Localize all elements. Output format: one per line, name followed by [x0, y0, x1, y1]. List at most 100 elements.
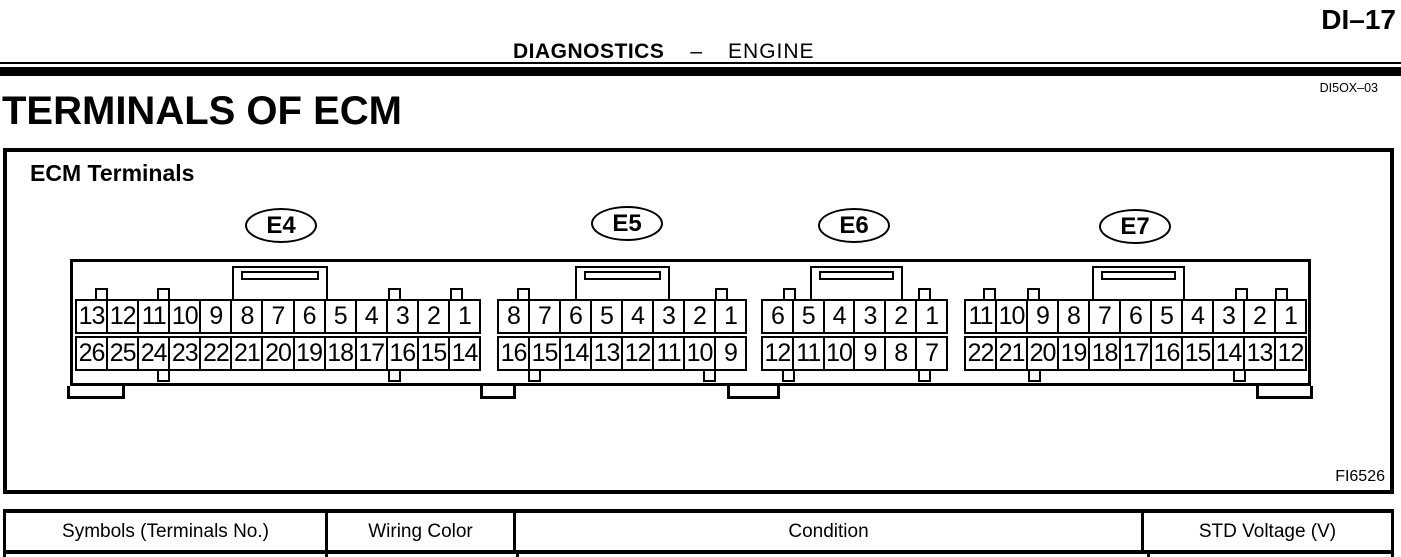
pin-cell-e6-2: 2: [884, 301, 915, 332]
pin-cell-e7-18: 18: [1088, 338, 1119, 369]
pin-cell-e7-15: 15: [1181, 338, 1212, 369]
pin-cell-e7-12: 12: [1274, 338, 1305, 369]
pin-bump-bottom: [703, 371, 716, 382]
pin-cell-e7-14: 14: [1212, 338, 1243, 369]
terminals-table: Symbols (Terminals No.) Wiring Color Con…: [3, 509, 1394, 554]
figure-code: FI6526: [1335, 468, 1385, 485]
pin-cell-e4-19: 19: [292, 338, 324, 369]
diagram-caption: ECM Terminals: [30, 160, 195, 186]
table-divider-stub: [3, 554, 6, 557]
pin-bump-top: [517, 288, 530, 299]
pin-cell-e5-15: 15: [528, 338, 559, 369]
pin-row-e7-top: 11 10 9 8 7 6 5 4 3 2 1: [964, 299, 1307, 334]
table-divider-stub: [325, 554, 328, 557]
pin-cell-e4-13: 13: [78, 302, 106, 330]
latch-inner-bar: [1101, 271, 1176, 280]
pin-cell-e5-4: 4: [621, 301, 652, 332]
pin-cell-e7-21: 21: [995, 338, 1026, 369]
pin-cell-e7-5: 5: [1150, 301, 1181, 332]
pin-cell-e6-1: 1: [915, 301, 946, 332]
pin-cell-e5-10: 10: [683, 338, 714, 369]
pin-cell-e5-11: 11: [652, 338, 683, 369]
pin-cell-e5-3: 3: [652, 301, 683, 332]
header-section: DIAGNOSTICS: [513, 40, 665, 63]
pin-cell-e7-22: 22: [967, 339, 995, 367]
header-dash: –: [690, 40, 703, 63]
pin-cell-e4-26: 26: [78, 339, 106, 367]
pin-cell-e4-25: 25: [106, 338, 137, 369]
pin-bump-top: [1027, 288, 1040, 299]
pin-cell-e7-20: 20: [1026, 338, 1057, 369]
pin-row-e4-top: 13 12 11 10 9 8 7 6 5 4 3 2 1: [75, 299, 481, 334]
pin-bump-top: [715, 288, 728, 299]
pin-bump-bottom: [1028, 371, 1041, 382]
header-thick-rule: [0, 67, 1401, 76]
pin-cell-e4-14: 14: [447, 338, 479, 369]
pin-cell-e4-6: 6: [292, 301, 324, 332]
pin-cell-e6-10: 10: [822, 338, 854, 369]
pin-cell-e7-1: 1: [1274, 301, 1305, 332]
pin-bump-bottom: [157, 371, 170, 382]
pin-bump-top: [1275, 288, 1288, 299]
pin-cell-e7-17: 17: [1119, 338, 1150, 369]
pin-cell-e5-8: 8: [507, 302, 521, 330]
pin-cell-e4-23: 23: [168, 338, 199, 369]
pin-bump-top: [783, 288, 796, 299]
pin-cell-e5-1: 1: [714, 301, 745, 332]
pin-cell-e4-11: 11: [137, 301, 168, 332]
page-number: DI–17: [1321, 4, 1396, 35]
pin-bump-top: [983, 288, 996, 299]
pin-cell-e7-4: 4: [1181, 301, 1212, 332]
table-divider-stub: [1147, 554, 1150, 557]
housing-foot: [727, 386, 780, 399]
pin-bump-bottom: [1233, 371, 1246, 382]
table-divider-stub: [516, 554, 519, 557]
pin-cell-e4-10: 10: [168, 301, 199, 332]
pin-row-e7-bottom: 22 21 20 19 18 17 16 15 14 13 12: [964, 336, 1307, 371]
pin-cell-e6-9: 9: [853, 338, 884, 369]
header-thin-rule: [0, 62, 1401, 64]
pin-cell-e4-8: 8: [230, 301, 261, 332]
housing-foot: [67, 386, 125, 399]
pin-cell-e6-5: 5: [791, 301, 823, 332]
pin-cell-e7-10: 10: [995, 301, 1026, 332]
pin-cell-e4-21: 21: [230, 338, 261, 369]
pin-bump-bottom: [528, 371, 541, 382]
table-divider-stub: [1391, 554, 1394, 557]
table-header-condition: Condition: [513, 513, 1141, 550]
pin-cell-e6-6: 6: [770, 302, 785, 330]
table-header-wiring-color: Wiring Color: [325, 513, 513, 550]
housing-foot: [480, 386, 516, 399]
pin-bump-bottom: [918, 371, 931, 382]
pin-cell-e5-13: 13: [590, 338, 621, 369]
pin-cell-e5-2: 2: [683, 301, 714, 332]
pin-cell-e4-24: 24: [137, 338, 168, 369]
pin-cell-e7-3: 3: [1212, 301, 1243, 332]
pin-row-e5-bottom: 16 15 14 13 12 11 10 9: [497, 336, 747, 371]
pin-bump-top: [388, 288, 401, 299]
pin-cell-e4-2: 2: [416, 301, 448, 332]
doc-code: DI5OX–03: [1319, 81, 1378, 95]
pin-bump-bottom: [782, 371, 795, 382]
pin-cell-e4-3: 3: [385, 301, 417, 332]
pin-cell-e4-4: 4: [354, 301, 386, 332]
pin-cell-e7-9: 9: [1026, 301, 1057, 332]
pin-cell-e4-17: 17: [354, 338, 386, 369]
pin-row-e4-bottom: 26 25 24 23 22 21 20 19 18 17 16 15 14: [75, 336, 481, 371]
table-header-std-voltage: STD Voltage (V): [1141, 513, 1391, 550]
pin-cell-e4-15: 15: [416, 338, 448, 369]
pin-bump-bottom: [388, 371, 401, 382]
pin-cell-e5-5: 5: [590, 301, 621, 332]
pin-cell-e6-7: 7: [915, 338, 946, 369]
pin-cell-e7-13: 13: [1243, 338, 1274, 369]
pin-cell-e7-6: 6: [1119, 301, 1150, 332]
pin-cell-e6-3: 3: [853, 301, 884, 332]
connector-label-e5: E5: [591, 206, 663, 241]
pin-cell-e4-20: 20: [261, 338, 292, 369]
pin-cell-e4-7: 7: [261, 301, 292, 332]
pin-cell-e5-14: 14: [559, 338, 590, 369]
pin-cell-e4-9: 9: [199, 301, 230, 332]
pin-cell-e7-19: 19: [1057, 338, 1088, 369]
